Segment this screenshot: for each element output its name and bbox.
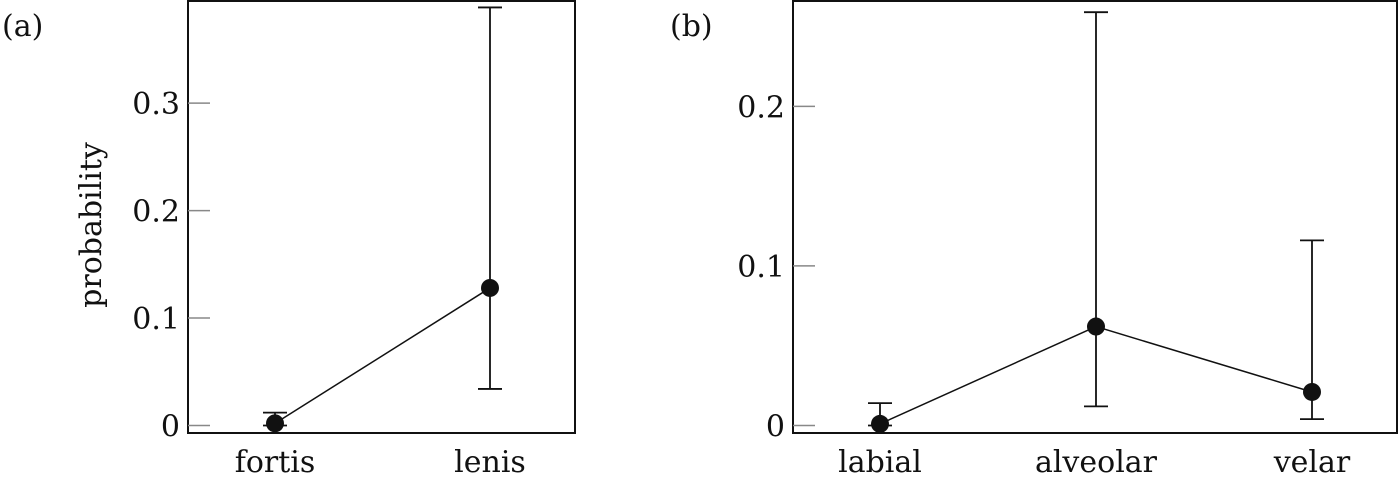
panel-b-data-point [1087, 317, 1105, 336]
panel-b-y-ticks: 0 0.1 0.2 [737, 90, 815, 445]
panel-b: (b) 0 0.1 0.2 labial alveolar velar [670, 0, 1398, 480]
panel-a-data-point [481, 278, 499, 297]
panel-b-marks [868, 11, 1324, 433]
panel-a-x-tick-label: fortis [235, 445, 316, 480]
panel-b-error-bar [1084, 11, 1108, 408]
panel-a-data-point [266, 414, 284, 433]
panel-a-x-tick-label: lenis [454, 445, 526, 480]
panel-b-x-tick-labels: labial alveolar velar [838, 445, 1351, 480]
panel-a-y-tick-label: 0 [161, 410, 180, 445]
panel-a-plot-frame [187, 0, 576, 434]
panel-a-label: (a) [2, 9, 43, 44]
panel-b-data-point [871, 414, 889, 433]
panel-b-y-tick-label: 0.2 [737, 90, 785, 125]
panel-a-y-tick-label: 0.2 [132, 195, 180, 230]
panel-b-y-tick-label: 0 [766, 410, 785, 445]
panel-b-label: (b) [670, 9, 713, 44]
panel-a-y-axis-title: probability [74, 142, 109, 308]
panel-b-plot-frame [792, 0, 1398, 434]
panel-b-x-tick-label: alveolar [1035, 445, 1158, 480]
panel-a-series-line [274, 287, 491, 424]
panel-b-x-tick-label: velar [1273, 445, 1351, 480]
panel-b-x-tick-label: labial [838, 445, 922, 480]
panel-a-y-tick-label: 0.3 [132, 87, 180, 122]
panel-b-y-tick-label: 0.1 [737, 250, 785, 285]
panel-a-y-ticks: 0 0.1 0.2 0.3 [132, 87, 210, 445]
panel-a-x-tick-labels: fortis lenis [235, 445, 526, 480]
panel-a-marks [263, 6, 502, 433]
panel-a-error-bar [478, 6, 502, 390]
panel-b-data-point [1303, 382, 1321, 401]
panel-a-y-tick-label: 0.1 [132, 302, 180, 337]
panel-a: (a) probability 0 0.1 0.2 0.3 fortis lenis [2, 0, 576, 480]
